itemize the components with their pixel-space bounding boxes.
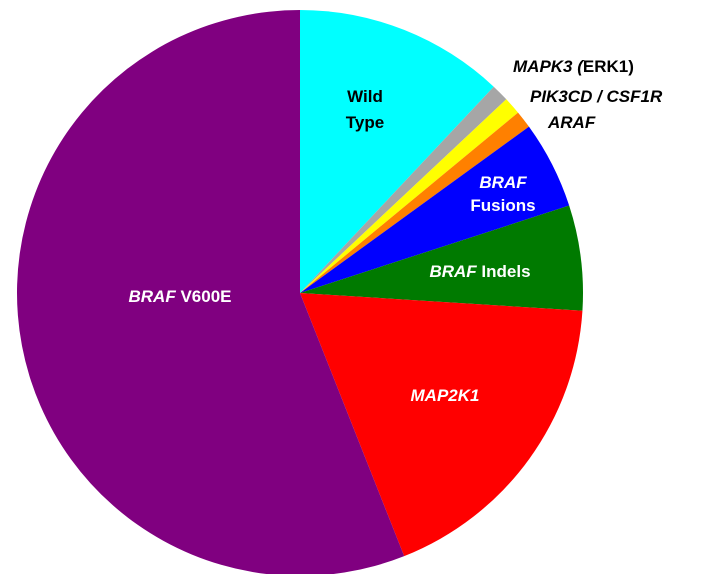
label-part: Fusions: [470, 196, 535, 215]
label-part: MAPK3 (: [513, 57, 585, 76]
label-part: V600E: [176, 287, 232, 306]
label-part: BRAF: [129, 287, 177, 306]
pie-slice: [300, 205, 583, 311]
slice-label: BRAF V600E: [129, 287, 232, 306]
label-part: BRAF: [479, 173, 527, 192]
pie-slice: [17, 10, 405, 574]
pie-slice: [300, 126, 570, 294]
slice-label: Type: [346, 113, 384, 132]
pie-slice: [300, 99, 519, 294]
slice-label: MAPK3 (ERK1): [513, 57, 634, 76]
slice-label: Fusions: [470, 196, 535, 215]
pie-slice: [300, 86, 507, 294]
label-part: Wild: [347, 87, 383, 106]
slice-label: BRAF Indels: [429, 262, 530, 281]
label-part: PIK3CD / CSF1R: [530, 87, 663, 106]
slice-label: Wild: [347, 87, 383, 106]
pie-slice: [300, 293, 583, 557]
slice-label: PIK3CD / CSF1R: [530, 87, 663, 106]
slice-label: MAP2K1: [411, 386, 480, 405]
slice-label: ARAF: [547, 113, 596, 132]
label-part: ARAF: [547, 113, 596, 132]
label-part: Type: [346, 113, 384, 132]
label-part: MAP2K1: [411, 386, 480, 405]
label-part: ERK1): [583, 57, 634, 76]
slice-label: BRAF: [479, 173, 527, 192]
label-part: Indels: [477, 262, 531, 281]
label-part: BRAF: [429, 262, 477, 281]
pie-slice: [300, 112, 529, 293]
pie-slice: [300, 10, 494, 293]
